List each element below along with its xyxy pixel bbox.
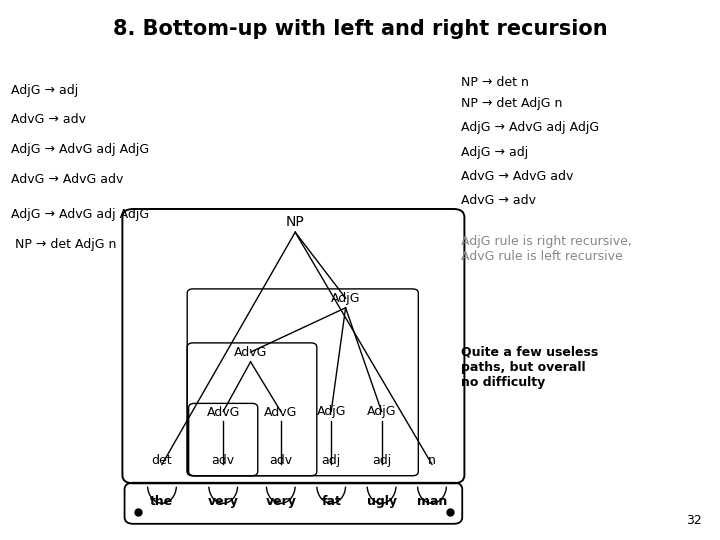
Text: adj: adj (372, 454, 391, 467)
Text: AdvG → AdvG adv: AdvG → AdvG adv (461, 170, 573, 183)
Text: adj: adj (322, 454, 341, 467)
Text: NP → det n: NP → det n (461, 76, 528, 89)
Text: adv: adv (212, 454, 235, 467)
Text: AdvG → AdvG adv: AdvG → AdvG adv (11, 173, 123, 186)
Text: very: very (208, 495, 238, 508)
Text: AdvG → adv: AdvG → adv (461, 194, 536, 207)
Text: AdjG → adj: AdjG → adj (11, 84, 78, 97)
Text: Quite a few useless
paths, but overall
no difficulty: Quite a few useless paths, but overall n… (461, 346, 598, 389)
Text: man: man (417, 495, 447, 508)
Text: adv: adv (269, 454, 292, 467)
Text: AdjG → AdvG adj AdjG: AdjG → AdvG adj AdjG (11, 143, 149, 156)
Text: n: n (428, 454, 436, 467)
Text: AdjG: AdjG (317, 406, 346, 419)
Text: AdjG: AdjG (331, 292, 360, 305)
Text: AdjG → adj: AdjG → adj (461, 146, 528, 159)
Text: NP → det AdjG n: NP → det AdjG n (11, 238, 116, 251)
Text: 32: 32 (686, 514, 702, 526)
Text: very: very (266, 495, 296, 508)
Text: AdjG rule is right recursive,
AdvG rule is left recursive: AdjG rule is right recursive, AdvG rule … (461, 235, 631, 263)
Text: NP → det AdjG n: NP → det AdjG n (461, 97, 562, 110)
Text: the: the (150, 495, 174, 508)
Text: ugly: ugly (366, 495, 397, 508)
Text: AdvG: AdvG (207, 406, 240, 419)
Text: AdvG → adv: AdvG → adv (11, 113, 86, 126)
Text: AdjG → AdvG adj AdjG: AdjG → AdvG adj AdjG (11, 208, 149, 221)
Text: AdvG: AdvG (234, 346, 267, 359)
Text: AdvG: AdvG (264, 406, 297, 419)
Text: fat: fat (321, 495, 341, 508)
Text: AdjG: AdjG (367, 406, 396, 419)
Text: AdjG → AdvG adj AdjG: AdjG → AdvG adj AdjG (461, 122, 599, 134)
Text: 8. Bottom-up with left and right recursion: 8. Bottom-up with left and right recursi… (113, 19, 607, 39)
Text: NP: NP (286, 215, 305, 230)
Text: det: det (152, 454, 172, 467)
